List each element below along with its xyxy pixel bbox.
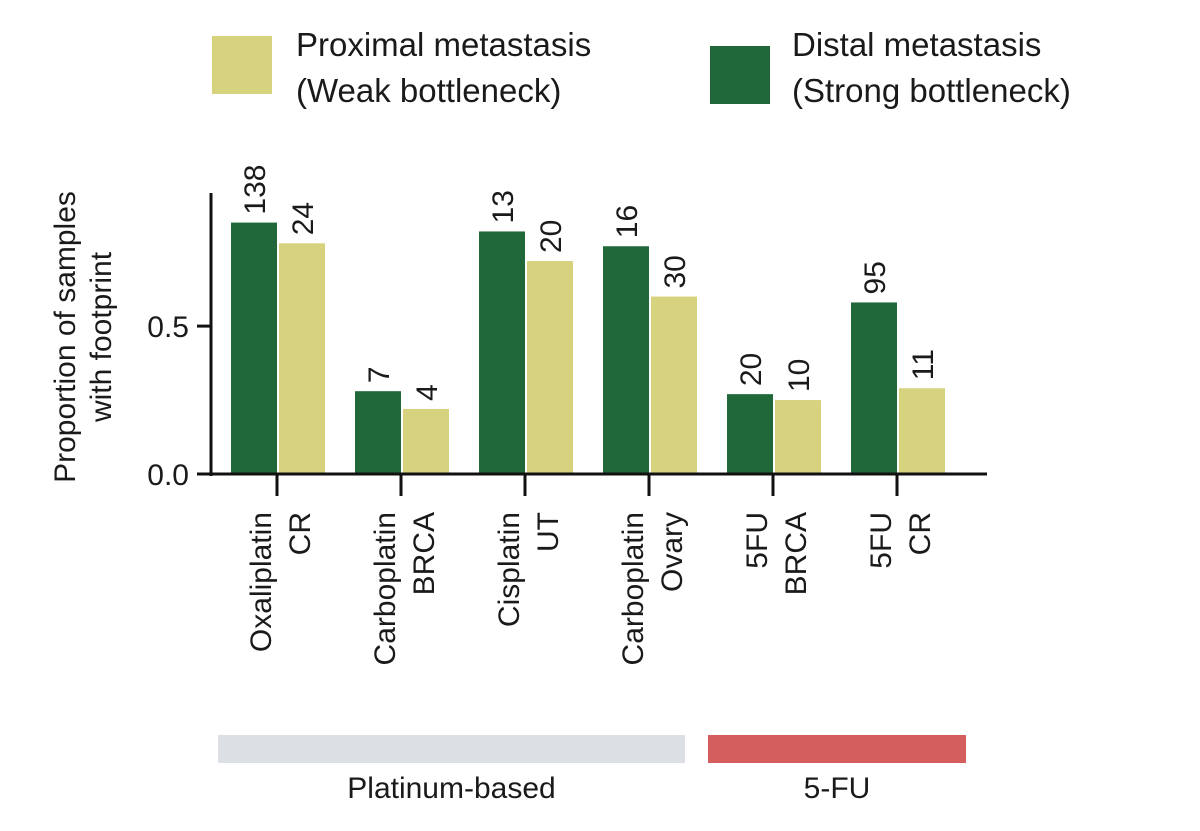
group-bar	[218, 735, 685, 763]
bar-distal	[479, 231, 525, 474]
bar-proximal	[279, 243, 325, 474]
x-tick-label: Carboplatin	[369, 512, 402, 665]
bar-count-label: 4	[411, 384, 444, 401]
legend-swatch-distal	[710, 46, 770, 104]
plot-area: 0.0 0.5 138 24 74 13 20 16 30 20 10 95 11 Oxaliplatin…	[147, 165, 987, 805]
bar-proximal	[403, 408, 449, 474]
x-tick-label: 5FU	[865, 512, 898, 569]
legend: Proximal metastasis (Weak bottleneck) Di…	[212, 26, 1071, 109]
y-axis-title: Proportion of samples with footprint	[49, 191, 118, 483]
group-label: Platinum-based	[347, 772, 555, 805]
bar-count-label: 138	[239, 165, 272, 215]
legend-label-distal-line1: Distal metastasis	[792, 26, 1041, 63]
bar-count-label: 20	[735, 353, 768, 386]
bar-distal	[603, 246, 649, 474]
bar-count-label: 10	[783, 359, 816, 392]
bar-proximal	[527, 261, 573, 474]
bar-distal	[231, 222, 277, 474]
group-label: 5-FU	[804, 772, 871, 805]
legend-label-proximal-line2: (Weak bottleneck)	[296, 72, 561, 109]
bar-count-label: 20	[535, 220, 568, 253]
y-tick-label: 0.5	[147, 311, 189, 344]
y-axis-title-line1: Proportion of samples	[49, 191, 82, 483]
bar-count-label: 30	[659, 255, 692, 288]
y-tick-label: 0.0	[147, 459, 189, 492]
x-tick-label: BRCA	[408, 512, 441, 595]
bar-count-label: 95	[859, 261, 892, 294]
legend-label-proximal-line1: Proximal metastasis	[296, 26, 591, 63]
bar-distal	[355, 391, 401, 474]
bar-proximal	[651, 296, 697, 474]
x-tick-label: CR	[284, 512, 317, 555]
x-tick-label: CR	[904, 512, 937, 555]
bar-count-label: 13	[487, 190, 520, 223]
x-tick-label: UT	[532, 512, 565, 552]
x-tick-label: Ovary	[656, 512, 689, 592]
x-tick-label: BRCA	[780, 512, 813, 595]
x-tick-label: Cisplatin	[493, 512, 526, 627]
bar-distal	[727, 394, 773, 474]
bar-count-label: 11	[907, 349, 940, 380]
x-tick-label: 5FU	[741, 512, 774, 569]
legend-swatch-proximal	[212, 36, 272, 94]
x-tick-label: Oxaliplatin	[245, 512, 278, 652]
y-axis-title-line2: with footprint	[85, 251, 118, 423]
bar-proximal	[775, 400, 821, 474]
bar-proximal	[899, 388, 945, 474]
legend-label-distal-line2: (Strong bottleneck)	[792, 72, 1071, 109]
group-bar	[708, 735, 966, 763]
bar-count-label: 16	[611, 205, 644, 238]
bar-count-label: 7	[363, 366, 396, 383]
bar-distal	[851, 302, 897, 474]
bar-count-label: 24	[287, 202, 320, 235]
x-tick-label: Carboplatin	[617, 512, 650, 665]
